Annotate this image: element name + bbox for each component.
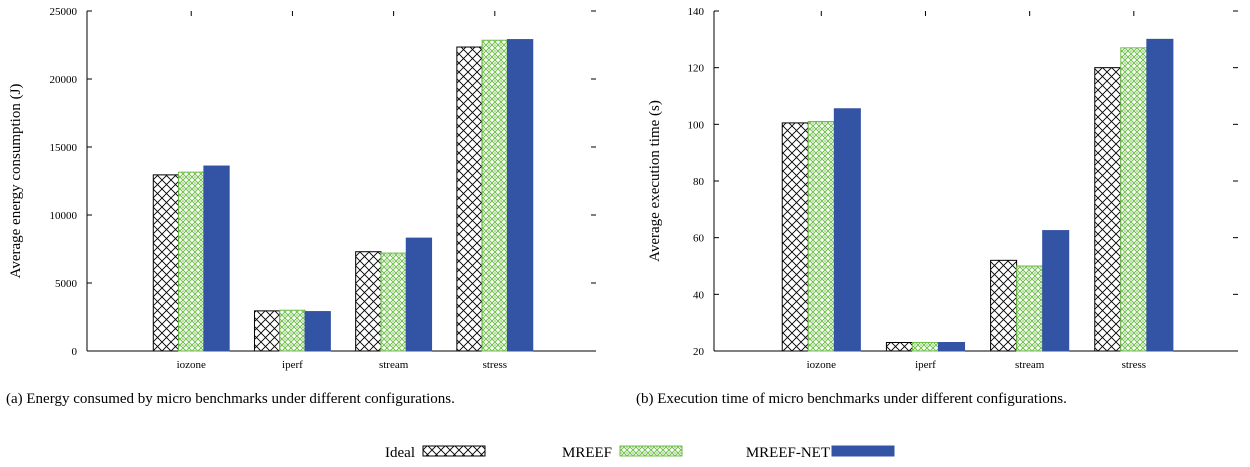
y-tick-label: 100	[688, 119, 705, 131]
y-axis-label: Average execution time (s)	[647, 100, 663, 262]
bar-mreef-net-stream	[1042, 230, 1070, 352]
bar-mreef-stress	[481, 39, 508, 352]
energy-chart: 0 5000 10000 15000 20000 25000 Average energy …	[8, 6, 596, 371]
bar-mreef-iperf	[279, 309, 306, 352]
bar-mreef-iozone	[807, 121, 835, 352]
bar-ideal-iperf	[885, 342, 913, 352]
bar-ideal-stress	[456, 46, 483, 352]
legend-label-ideal: Ideal	[385, 445, 415, 461]
x-tick-label-stream: stream	[1015, 359, 1045, 371]
caption-b: (b) Execution time of micro benchmarks u…	[636, 391, 1067, 407]
x-tick-label-stream: stream	[379, 359, 409, 371]
legend-label-mreef: MREEF	[562, 445, 612, 461]
legend-swatch-ideal	[422, 445, 486, 457]
bar-mreef-iperf	[911, 342, 939, 352]
bar-mreef-stream	[380, 252, 407, 352]
y-axis-label: Average energy consumption (J)	[8, 84, 24, 279]
bar-mreef-stress	[1120, 47, 1148, 352]
bar-ideal-iperf	[253, 310, 281, 352]
bar-mreef-net-iozone	[203, 165, 230, 352]
y-tick-label: 10000	[50, 210, 78, 222]
x-tick-label-iozone: iozone	[807, 359, 836, 371]
y-tick-label: 140	[688, 6, 705, 18]
bar-mreef-net-stream	[405, 237, 433, 352]
y-tick-label: 25000	[50, 6, 78, 18]
y-tick-label: 15000	[50, 142, 78, 154]
y-tick-label: 120	[688, 63, 705, 75]
x-tick-label-iozone: iozone	[177, 359, 206, 371]
x-tick-label-iperf: iperf	[282, 359, 303, 371]
bar-ideal-iozone	[152, 174, 180, 352]
bar-mreef-net-iozone	[833, 108, 861, 352]
x-tick-label-stress: stress	[483, 359, 507, 371]
y-tick-label: 60	[693, 233, 705, 245]
bar-ideal-stream	[990, 259, 1018, 352]
execution-time-chart: 20 40 60 80 100 120 140 Average execution time …	[647, 6, 1238, 371]
bar-ideal-stress	[1094, 67, 1122, 352]
bar-mreef-net-stress	[506, 39, 534, 352]
bar-ideal-stream	[355, 251, 382, 352]
legend-swatch-mreef	[619, 445, 683, 457]
bar-mreef-net-stress	[1146, 38, 1174, 352]
bar-ideal-iozone	[781, 122, 809, 352]
legend: Ideal MREEF MREEF-NET	[385, 445, 895, 461]
bar-mreef-net-iperf	[937, 342, 966, 352]
y-tick-label: 80	[693, 176, 705, 188]
y-tick-label: 20000	[50, 74, 78, 86]
bar-mreef-stream	[1016, 265, 1044, 352]
x-tick-label-stress: stress	[1122, 359, 1146, 371]
x-tick-label-iperf: iperf	[915, 359, 936, 371]
y-tick-label: 20	[693, 346, 705, 358]
y-tick-label: 40	[693, 289, 705, 301]
bar-mreef-iozone	[178, 171, 205, 352]
legend-label-mreef-net: MREEF-NET	[746, 445, 830, 461]
caption-a: (a) Energy consumed by micro benchmarks …	[6, 391, 455, 407]
y-tick-label: 5000	[55, 278, 78, 290]
y-tick-label: 0	[72, 346, 78, 358]
bar-mreef-net-iperf	[304, 311, 331, 352]
legend-swatch-mreef-net	[831, 445, 895, 457]
